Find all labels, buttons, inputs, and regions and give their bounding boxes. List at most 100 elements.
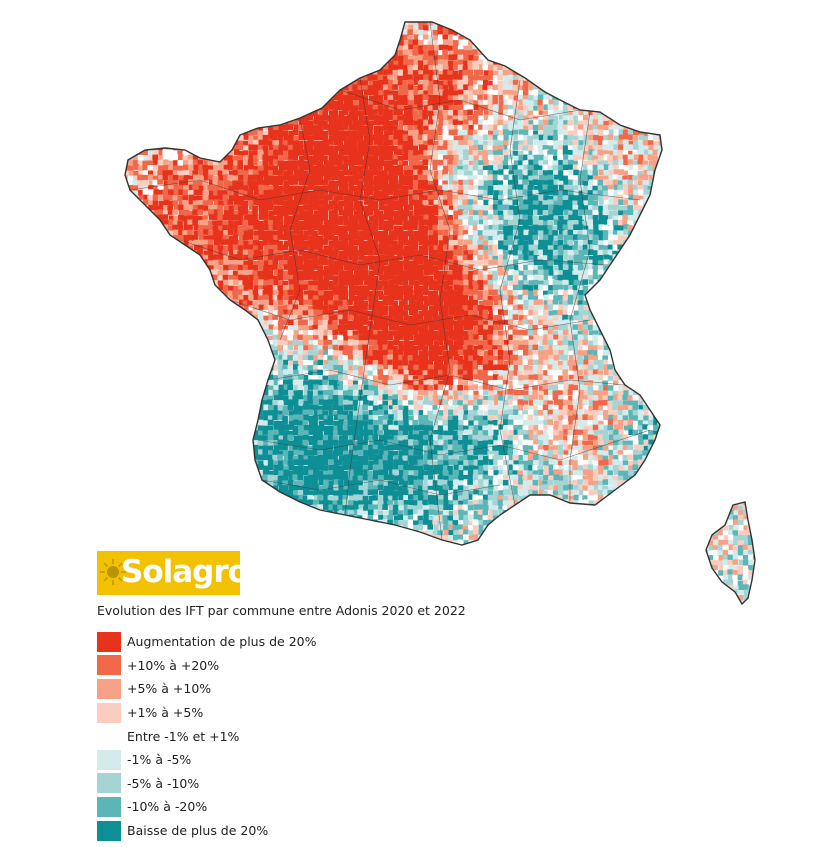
commune-cell: [723, 45, 730, 52]
commune-cell: [522, 95, 529, 101]
commune-cell: [727, 74, 733, 81]
commune-cell: [413, 150, 419, 156]
commune-cell: [242, 80, 248, 87]
commune-cell: [643, 95, 649, 101]
commune-cell: [193, 34, 199, 40]
commune-cell: [557, 65, 564, 72]
commune-cell: [712, 165, 719, 171]
commune-cell: [153, 170, 159, 176]
commune-cell: [268, 70, 275, 77]
commune-cell: [478, 89, 485, 96]
commune-cell: [337, 190, 344, 196]
commune-cell: [138, 95, 144, 101]
commune-cell: [272, 29, 279, 35]
commune-cell: [743, 94, 749, 101]
commune-cell: [662, 174, 669, 180]
commune-cell: [722, 49, 729, 56]
commune-cell: [763, 84, 769, 90]
commune-cell: [533, 99, 540, 106]
commune-cell: [258, 205, 264, 211]
commune-cell: [727, 35, 734, 42]
commune-cell: [512, 22, 519, 26]
commune-cell: [257, 179, 264, 185]
commune-cell: [673, 199, 679, 205]
commune-cell: [238, 22, 244, 26]
commune-cell: [408, 119, 414, 126]
commune-cell: [373, 34, 380, 41]
commune-cell: [467, 75, 474, 81]
commune-cell: [192, 155, 199, 161]
commune-cell: [763, 59, 769, 65]
commune-cell: [523, 135, 529, 141]
commune-cell: [208, 35, 214, 41]
commune-cell: [428, 75, 435, 82]
commune-cell: [662, 144, 669, 151]
commune-cell: [493, 129, 499, 136]
commune-cell: [743, 34, 749, 41]
commune-cell: [497, 64, 503, 71]
commune-cell: [278, 140, 285, 146]
commune-cell: [723, 69, 729, 76]
commune-cell: [647, 80, 654, 86]
commune-cell: [202, 139, 208, 145]
commune-cell: [328, 110, 335, 116]
commune-cell: [508, 115, 514, 121]
commune-cell: [213, 55, 219, 61]
commune-cell: [692, 114, 699, 121]
commune-cell: [393, 135, 400, 141]
commune-cell: [323, 140, 330, 147]
commune-cell: [727, 140, 733, 147]
commune-cell: [533, 110, 539, 117]
commune-cell: [372, 109, 378, 115]
commune-cell: [543, 50, 549, 57]
commune-cell: [433, 84, 439, 90]
commune-cell: [397, 164, 404, 171]
commune-cell: [608, 15, 614, 21]
commune-cell: [242, 25, 249, 31]
commune-cell: [278, 185, 284, 192]
commune-cell: [293, 29, 299, 36]
commune-cell: [608, 29, 614, 36]
commune-cell: [233, 195, 240, 201]
commune-cell: [702, 174, 708, 181]
commune-cell: [483, 170, 489, 176]
commune-cell: [377, 50, 383, 57]
commune-cell: [218, 35, 224, 41]
commune-cell: [253, 159, 259, 165]
commune-cell: [388, 139, 394, 146]
commune-cell: [125, 65, 129, 71]
commune-cell: [368, 60, 374, 66]
commune-cell: [522, 85, 529, 91]
commune-cell: [212, 60, 219, 66]
commune-cell: [612, 100, 619, 107]
commune-cell: [362, 80, 369, 86]
commune-cell: [513, 15, 519, 21]
commune-cell: [403, 175, 410, 182]
commune-cell: [668, 44, 674, 51]
commune-cell: [572, 200, 578, 207]
commune-cell: [392, 154, 399, 161]
commune-cell: [718, 25, 725, 31]
commune-cell: [658, 185, 664, 191]
commune-cell: [388, 44, 394, 51]
commune-cell: [693, 189, 699, 196]
commune-cell: [657, 179, 664, 185]
commune-cell: [138, 79, 144, 86]
commune-cell: [423, 30, 429, 36]
commune-cell: [232, 169, 239, 176]
commune-cell: [603, 15, 609, 21]
commune-cell: [742, 135, 748, 141]
commune-cell: [738, 65, 744, 72]
commune-cell: [187, 130, 194, 137]
commune-cell: [588, 25, 594, 32]
commune-cell: [513, 35, 519, 42]
commune-cell: [458, 94, 464, 101]
commune-cell: [698, 115, 705, 122]
commune-cell: [713, 139, 719, 146]
commune-cell: [718, 95, 725, 101]
commune-cell: [322, 65, 329, 71]
commune-cell: [348, 144, 354, 150]
commune-cell: [458, 159, 465, 166]
commune-cell: [763, 94, 769, 100]
commune-cell: [273, 115, 279, 122]
